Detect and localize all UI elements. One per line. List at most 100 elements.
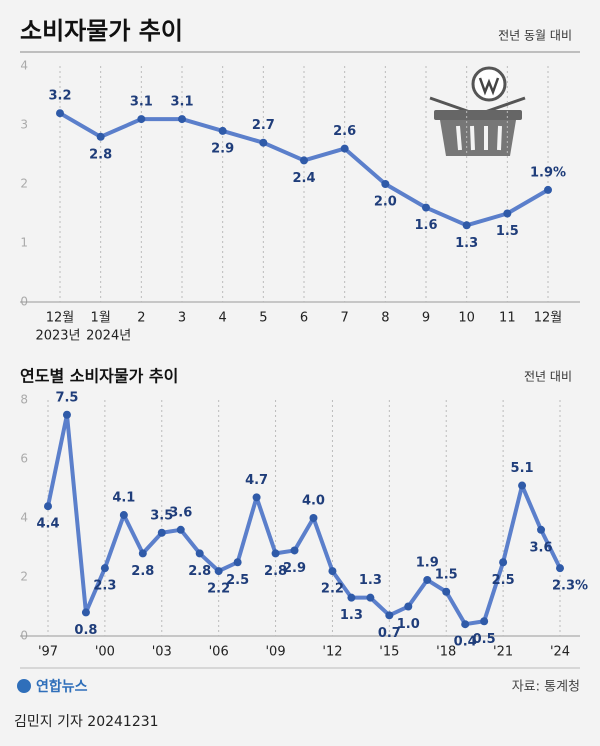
point xyxy=(347,593,356,602)
byline: 김민지 기자 20241231 xyxy=(14,714,159,730)
value-label: 0.5 xyxy=(473,632,496,647)
value-label: 2.8 xyxy=(131,564,154,579)
x-tick-label: '97 xyxy=(38,645,58,660)
logo: 연합뉴스 xyxy=(36,678,88,695)
title: 소비자물가 추이 xyxy=(20,17,183,45)
point xyxy=(119,511,128,520)
value-label: 2.0 xyxy=(374,195,397,210)
point xyxy=(423,575,432,584)
value-label: 2.8 xyxy=(89,147,112,162)
y-tick-label: 3 xyxy=(20,118,28,132)
x-tick-label: '12 xyxy=(322,645,342,660)
point xyxy=(100,564,109,573)
point xyxy=(518,481,527,490)
x-tick-label: 11 xyxy=(499,311,516,326)
value-label: 2.3 xyxy=(93,579,116,594)
x-tick-label: '21 xyxy=(493,645,513,660)
x-tick-label: 12월 xyxy=(534,311,563,326)
point xyxy=(96,132,105,141)
point xyxy=(340,144,349,153)
x-tick-label: '09 xyxy=(265,645,285,660)
x-tick-label: 7 xyxy=(341,311,349,326)
point xyxy=(290,546,299,555)
point xyxy=(462,221,471,230)
value-label: 3.2 xyxy=(48,89,71,104)
point xyxy=(157,528,166,537)
y-tick-label: 2 xyxy=(20,570,28,584)
value-label: 2.8 xyxy=(188,564,211,579)
point xyxy=(537,525,546,534)
source: 자료: 통계청 xyxy=(512,680,580,695)
point xyxy=(499,558,508,567)
point xyxy=(81,608,90,617)
x-tick-label: 8 xyxy=(381,311,389,326)
y-tick-label: 4 xyxy=(20,511,28,525)
point xyxy=(556,564,564,573)
value-label: 2.8 xyxy=(264,564,287,579)
value-label: 2.9 xyxy=(211,141,234,156)
x-tick-label: 2 xyxy=(137,311,145,326)
y-tick-label: 2 xyxy=(20,177,28,191)
value-label: 2.9 xyxy=(283,561,306,576)
x-tick-label: 4 xyxy=(219,311,227,326)
point xyxy=(300,156,308,165)
value-label: 7.5 xyxy=(55,390,78,405)
value-label: 5.1 xyxy=(511,461,534,476)
x-tick-label: '15 xyxy=(379,645,399,660)
x-tick-label: '06 xyxy=(209,645,229,660)
y-tick-label: 4 xyxy=(20,59,28,73)
value-label: 2.5 xyxy=(226,573,249,588)
value-label: 0.4 xyxy=(454,635,477,650)
value-label: 1.3 xyxy=(340,608,363,623)
value-label: 2.6 xyxy=(333,124,356,139)
x-tick-label: 9 xyxy=(422,311,430,326)
point xyxy=(271,549,280,558)
logo-mark xyxy=(17,679,31,693)
point xyxy=(442,587,451,596)
y-tick-label: 1 xyxy=(20,236,28,250)
point xyxy=(138,549,147,558)
point xyxy=(503,209,512,218)
x-tick-label: 1월 xyxy=(91,311,111,326)
value-label: 3.1 xyxy=(130,95,153,110)
x-tick-label: 5 xyxy=(259,311,267,326)
point xyxy=(176,525,185,534)
point xyxy=(328,567,337,576)
point xyxy=(381,180,390,188)
basket-icon xyxy=(429,66,526,156)
value-label: 3.6 xyxy=(169,505,192,520)
value-label: 2.4 xyxy=(292,171,315,186)
point xyxy=(178,115,186,124)
value-label: 1.3 xyxy=(455,236,478,251)
value-label: 2.2 xyxy=(207,582,230,597)
x-tick-label: '24 xyxy=(550,645,570,660)
value-label: 1.9% xyxy=(530,165,566,180)
x-tick-label: 10 xyxy=(458,311,475,326)
value-label: 3.6 xyxy=(530,540,553,555)
value-label: 2.3% xyxy=(552,579,588,594)
point xyxy=(385,611,394,620)
point xyxy=(56,109,64,118)
value-label: 2.5 xyxy=(492,573,515,588)
point xyxy=(233,558,242,567)
x-tick-label: '18 xyxy=(436,645,456,660)
x-sublabel: 2024년 xyxy=(86,329,131,344)
value-label: 1.5 xyxy=(435,567,458,582)
unit-label: 전년 대비 xyxy=(524,370,572,384)
chart-title: 연도별 소비자물가 추이 xyxy=(20,367,178,386)
value-label: 2.2 xyxy=(321,582,344,597)
point xyxy=(62,410,71,419)
value-label: 2.7 xyxy=(252,118,275,133)
line xyxy=(46,412,562,627)
y-tick-label: 8 xyxy=(20,393,28,407)
x-tick-label: '03 xyxy=(152,645,172,660)
x-sublabel: 2023년 xyxy=(35,329,80,344)
point xyxy=(366,593,375,602)
point xyxy=(195,549,204,558)
point xyxy=(259,138,268,147)
point xyxy=(404,602,413,611)
point xyxy=(309,514,318,522)
x-tick-label: 6 xyxy=(300,311,308,326)
x-tick-label: 12월 xyxy=(46,311,75,326)
